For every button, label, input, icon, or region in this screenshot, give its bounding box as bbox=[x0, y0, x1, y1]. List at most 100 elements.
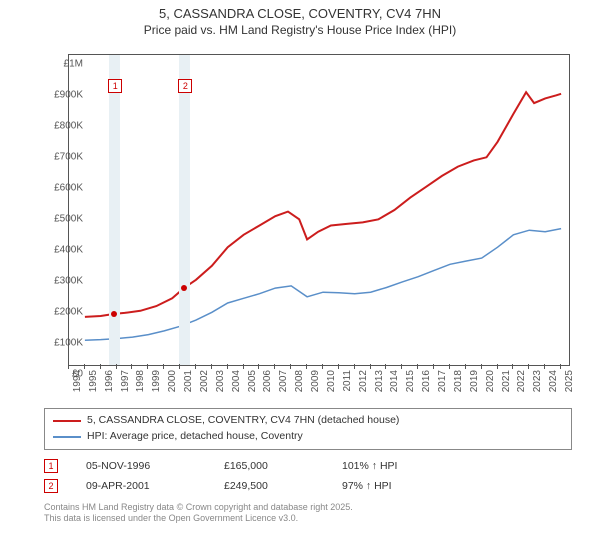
xtick-label: 2022 bbox=[516, 370, 527, 392]
xtick bbox=[211, 364, 212, 369]
sale-date: 05-NOV-1996 bbox=[86, 460, 196, 472]
sale-row: 1 05-NOV-1996 £165,000 101% ↑ HPI bbox=[44, 456, 572, 476]
ytick-label: £300K bbox=[54, 276, 83, 287]
xtick-label: 2005 bbox=[247, 370, 258, 392]
xtick bbox=[131, 364, 132, 369]
sale-pct: 97% ↑ HPI bbox=[342, 480, 442, 492]
xtick-label: 2006 bbox=[262, 370, 273, 392]
xtick-label: 2010 bbox=[326, 370, 337, 392]
page-title: 5, CASSANDRA CLOSE, COVENTRY, CV4 7HN bbox=[0, 6, 600, 23]
sale-dot-2 bbox=[181, 285, 187, 291]
xtick-label: 2017 bbox=[437, 370, 448, 392]
xtick-label: 2009 bbox=[310, 370, 321, 392]
xtick bbox=[449, 364, 450, 369]
sale-marker-badge: 2 bbox=[44, 479, 58, 493]
xtick-label: 2007 bbox=[278, 370, 289, 392]
xtick bbox=[528, 364, 529, 369]
xtick-label: 2019 bbox=[469, 370, 480, 392]
legend-swatch bbox=[53, 420, 81, 422]
plot-area: 12 bbox=[68, 54, 570, 366]
xtick-label: 2015 bbox=[405, 370, 416, 392]
ytick-label: £900K bbox=[54, 90, 83, 101]
series-price_paid bbox=[85, 93, 561, 318]
xtick-label: 2016 bbox=[421, 370, 432, 392]
xtick bbox=[116, 364, 117, 369]
chart-container: 12 £0£100K£200K£300K£400K£500K£600K£700K… bbox=[28, 44, 588, 404]
xtick bbox=[306, 364, 307, 369]
xtick-label: 2014 bbox=[389, 370, 400, 392]
sale-price: £249,500 bbox=[224, 480, 314, 492]
xtick-label: 2025 bbox=[564, 370, 575, 392]
xtick bbox=[481, 364, 482, 369]
xtick bbox=[243, 364, 244, 369]
xtick bbox=[465, 364, 466, 369]
ytick-label: £500K bbox=[54, 214, 83, 225]
xtick bbox=[322, 364, 323, 369]
xtick-label: 1996 bbox=[104, 370, 115, 392]
xtick bbox=[227, 364, 228, 369]
xtick bbox=[258, 364, 259, 369]
xtick-label: 2011 bbox=[342, 370, 353, 392]
xtick bbox=[385, 364, 386, 369]
xtick bbox=[417, 364, 418, 369]
xtick-label: 2023 bbox=[532, 370, 543, 392]
footnote-line-1: Contains HM Land Registry data © Crown c… bbox=[44, 502, 572, 513]
ytick-label: £200K bbox=[54, 307, 83, 318]
xtick bbox=[147, 364, 148, 369]
xtick-label: 1997 bbox=[120, 370, 131, 392]
ytick-label: £700K bbox=[54, 152, 83, 163]
sale-marker-2: 2 bbox=[178, 79, 192, 93]
legend-swatch bbox=[53, 436, 81, 438]
sale-pct: 101% ↑ HPI bbox=[342, 460, 442, 472]
ytick-label: £400K bbox=[54, 245, 83, 256]
xtick-label: 2000 bbox=[167, 370, 178, 392]
sale-price: £165,000 bbox=[224, 460, 314, 472]
xtick-label: 1998 bbox=[135, 370, 146, 392]
xtick-label: 2024 bbox=[548, 370, 559, 392]
xtick bbox=[560, 364, 561, 369]
xtick-label: 1994 bbox=[72, 370, 83, 392]
xtick bbox=[84, 364, 85, 369]
sale-marker-1: 1 bbox=[108, 79, 122, 93]
footnote-line-2: This data is licensed under the Open Gov… bbox=[44, 513, 572, 524]
xtick-label: 2002 bbox=[199, 370, 210, 392]
legend-box: 5, CASSANDRA CLOSE, COVENTRY, CV4 7HN (d… bbox=[44, 408, 572, 450]
xtick bbox=[544, 364, 545, 369]
xtick-label: 2008 bbox=[294, 370, 305, 392]
sale-dot-1 bbox=[111, 311, 117, 317]
xtick bbox=[433, 364, 434, 369]
ytick-label: £100K bbox=[54, 338, 83, 349]
legend-row: 5, CASSANDRA CLOSE, COVENTRY, CV4 7HN (d… bbox=[53, 413, 563, 429]
xtick-label: 2013 bbox=[374, 370, 385, 392]
ytick-label: £1M bbox=[64, 59, 83, 70]
ytick-label: £800K bbox=[54, 121, 83, 132]
xtick bbox=[370, 364, 371, 369]
shaded-band bbox=[109, 55, 120, 365]
xtick bbox=[290, 364, 291, 369]
xtick bbox=[512, 364, 513, 369]
ytick-label: £600K bbox=[54, 183, 83, 194]
xtick-label: 1999 bbox=[151, 370, 162, 392]
xtick bbox=[497, 364, 498, 369]
xtick bbox=[338, 364, 339, 369]
legend-label: 5, CASSANDRA CLOSE, COVENTRY, CV4 7HN (d… bbox=[87, 413, 399, 429]
footnote: Contains HM Land Registry data © Crown c… bbox=[44, 502, 572, 525]
xtick-label: 2004 bbox=[231, 370, 242, 392]
xtick-label: 1995 bbox=[88, 370, 99, 392]
xtick-label: 2021 bbox=[501, 370, 512, 392]
series-hpi bbox=[85, 229, 561, 341]
sales-table: 1 05-NOV-1996 £165,000 101% ↑ HPI 2 09-APR-20… bbox=[44, 456, 572, 496]
xtick bbox=[195, 364, 196, 369]
xtick-label: 2001 bbox=[183, 370, 194, 392]
xtick bbox=[401, 364, 402, 369]
legend-row: HPI: Average price, detached house, Cove… bbox=[53, 429, 563, 445]
xtick bbox=[100, 364, 101, 369]
shaded-band bbox=[179, 55, 190, 365]
sale-date: 09-APR-2001 bbox=[86, 480, 196, 492]
sale-row: 2 09-APR-2001 £249,500 97% ↑ HPI bbox=[44, 476, 572, 496]
legend-label: HPI: Average price, detached house, Cove… bbox=[87, 429, 303, 445]
xtick bbox=[274, 364, 275, 369]
xtick-label: 2018 bbox=[453, 370, 464, 392]
xtick-label: 2003 bbox=[215, 370, 226, 392]
sale-marker-badge: 1 bbox=[44, 459, 58, 473]
